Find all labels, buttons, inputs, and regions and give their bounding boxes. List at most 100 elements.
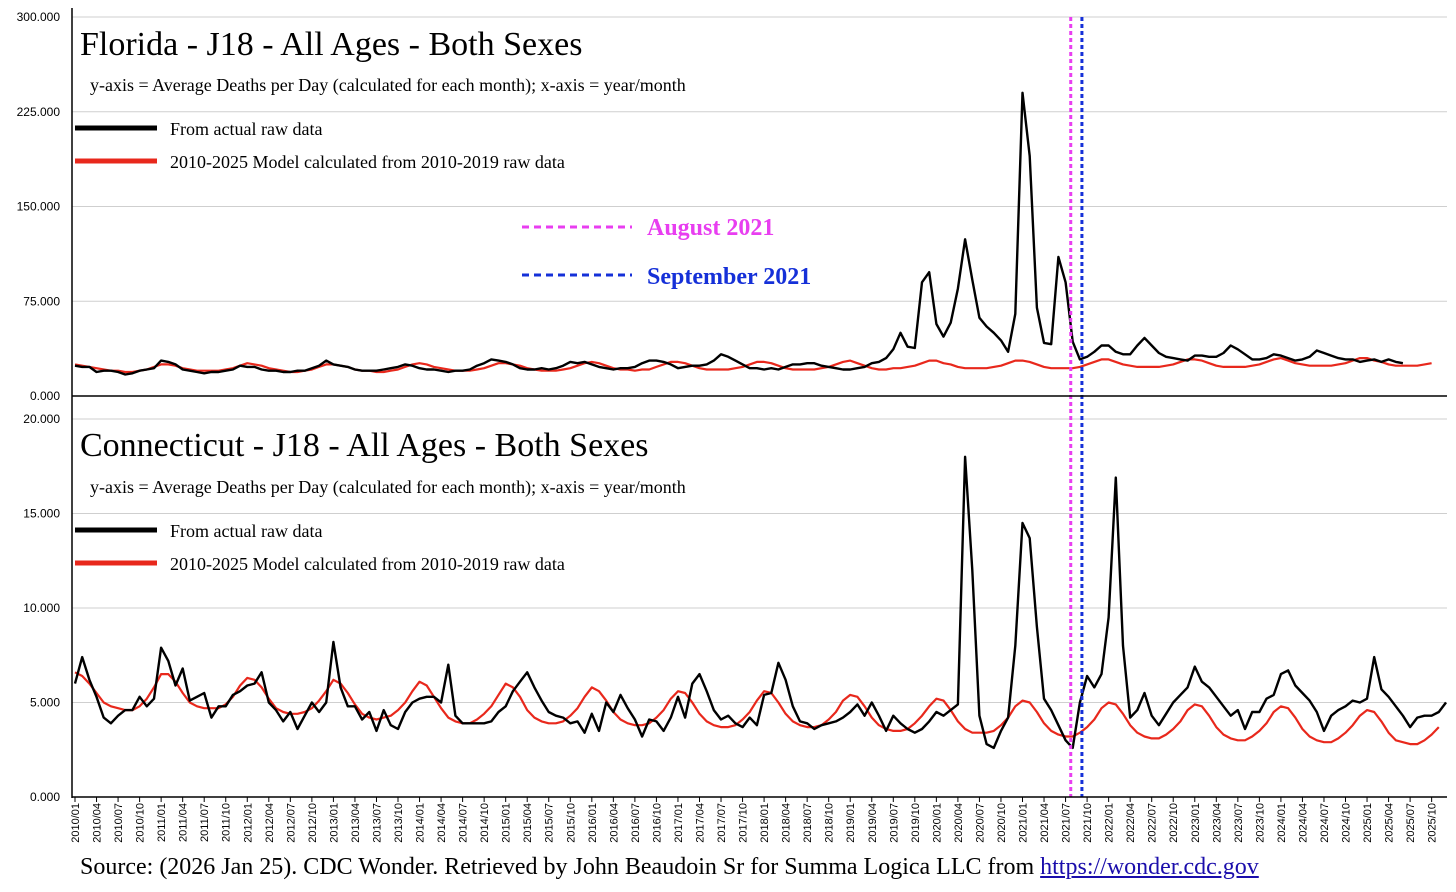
- x-tick-label: 2018/04: [781, 803, 793, 843]
- florida-y-tick-label: 225.000: [17, 105, 61, 119]
- florida-y-tick-label: 300.000: [17, 10, 61, 24]
- x-tick-label: 2013/10: [393, 803, 405, 843]
- x-tick-label: 2015/07: [544, 803, 556, 843]
- x-tick-label: 2016/04: [608, 803, 620, 843]
- x-tick-label: 2025/04: [1384, 803, 1396, 843]
- x-tick-label: 2014/10: [479, 803, 491, 843]
- connecticut-legend-model: 2010-2025 Model calculated from 2010-201…: [170, 554, 565, 574]
- x-tick-label: 2012/01: [242, 803, 254, 843]
- x-tick-label: 2011/07: [199, 803, 211, 842]
- x-tick-label: 2020/07: [974, 803, 986, 843]
- x-tick-label: 2016/01: [587, 803, 599, 843]
- x-tick-label: 2019/04: [867, 803, 879, 843]
- connecticut-y-tick-label: 15.000: [23, 507, 60, 521]
- x-tick-label: 2014/07: [458, 803, 470, 843]
- x-tick-label: 2022/01: [1104, 803, 1116, 843]
- connecticut-y-tick-label: 20.000: [23, 412, 60, 426]
- x-tick-label: 2022/07: [1147, 803, 1159, 843]
- x-tick-label: 2020/10: [996, 803, 1008, 843]
- x-tick-label: 2025/01: [1362, 803, 1374, 843]
- x-tick-label: 2014/04: [436, 803, 448, 843]
- x-tick-label: 2013/01: [328, 803, 340, 843]
- connecticut-series-model: [74, 671, 1440, 746]
- x-tick-label: 2024/10: [1341, 803, 1353, 843]
- connecticut-series: [73, 455, 1447, 750]
- connecticut-y-tick-label: 5.000: [30, 696, 60, 710]
- connecticut-legend-actual: From actual raw data: [170, 521, 322, 541]
- x-tick-label: 2024/07: [1319, 803, 1331, 843]
- x-tick-label: 2018/10: [824, 803, 836, 843]
- source-citation: Source: (2026 Jan 25). CDC Wonder. Retri…: [80, 854, 1259, 881]
- x-tick-label: 2017/07: [716, 803, 728, 843]
- x-tick-label: 2021/07: [1061, 803, 1073, 843]
- x-tick-label: 2016/07: [630, 803, 642, 843]
- x-tick-label: 2015/01: [501, 803, 513, 843]
- florida-y-tick-label: 75.000: [23, 294, 60, 308]
- vertical-date-markers: [1069, 17, 1084, 797]
- florida-y-axis-ticks: 0.000 75.000 150.000 225.000 300.000: [17, 10, 61, 403]
- x-tick-label: 2013/07: [371, 803, 383, 843]
- x-tick-label: 2012/07: [285, 803, 297, 843]
- connecticut-y-tick-label: 10.000: [23, 601, 60, 615]
- x-tick-label: 2020/04: [953, 803, 965, 843]
- x-tick-label: 2023/10: [1254, 803, 1266, 843]
- x-tick-label: 2022/04: [1125, 803, 1137, 843]
- connecticut-panel: 0.000 5.000 10.000 15.000 20.000 Connecticut…: [23, 412, 1447, 843]
- source-text: Source: (2026 Jan 25). CDC Wonder. Retri…: [80, 854, 1041, 880]
- source-link[interactable]: https://wonder.cdc.gov: [1040, 854, 1259, 880]
- florida-subtitle: y-axis = Average Deaths per Day (calcula…: [90, 75, 686, 96]
- connecticut-series-actual: [73, 455, 1447, 750]
- x-tick-label: 2010/07: [113, 803, 125, 843]
- x-tick-label: 2017/04: [694, 803, 706, 843]
- florida-series-model: [74, 357, 1432, 374]
- x-tick-label: 2010/01: [70, 803, 82, 843]
- x-tick-label: 2016/10: [651, 803, 663, 843]
- florida-series-actual: [74, 91, 1404, 376]
- august-2021-key-label: August 2021: [647, 215, 774, 241]
- x-tick-label: 2020/01: [931, 803, 943, 843]
- x-tick-label: 2014/01: [415, 803, 427, 843]
- x-tick-label: 2013/04: [350, 803, 362, 843]
- x-tick-label: 2012/04: [264, 803, 276, 843]
- florida-legend-actual: From actual raw data: [170, 119, 322, 139]
- connecticut-y-axis-ticks: 0.000 5.000 10.000 15.000 20.000: [23, 412, 60, 804]
- x-tick-label: 2017/10: [738, 803, 750, 843]
- x-tick-label: 2011/01: [156, 803, 168, 842]
- connecticut-y-tick-label: 0.000: [30, 790, 60, 804]
- florida-title: Florida - J18 - All Ages - Both Sexes: [80, 26, 582, 63]
- x-tick-label: 2015/04: [522, 803, 534, 843]
- x-tick-label: 2011/04: [178, 803, 190, 842]
- x-tick-label: 2018/01: [759, 803, 771, 843]
- florida-legend-model: 2010-2025 Model calculated from 2010-201…: [170, 152, 565, 172]
- x-tick-label: 2018/07: [802, 803, 814, 843]
- x-tick-label: 2024/01: [1276, 803, 1288, 843]
- x-tick-label: 2021/01: [1017, 803, 1029, 843]
- x-tick-label: 2012/10: [307, 803, 319, 843]
- x-tick-label: 2017/01: [673, 803, 685, 843]
- connecticut-subtitle: y-axis = Average Deaths per Day (calcula…: [90, 477, 686, 498]
- x-tick-label: 2019/10: [910, 803, 922, 843]
- x-tick-label: 2021/04: [1039, 803, 1051, 843]
- x-tick-label: 2021/10: [1082, 803, 1094, 843]
- september-2021-key-label: September 2021: [647, 264, 811, 290]
- x-tick-label: 2025/10: [1427, 803, 1439, 843]
- x-tick-label: 2023/07: [1233, 803, 1245, 843]
- x-tick-label: 2010/04: [92, 803, 104, 843]
- connecticut-title: Connecticut - J18 - All Ages - Both Sexe…: [80, 427, 649, 464]
- x-tick-label: 2011/10: [221, 803, 233, 842]
- x-tick-label: 2019/01: [845, 803, 857, 843]
- x-tick-label: 2022/10: [1168, 803, 1180, 843]
- florida-y-tick-label: 0.000: [30, 389, 60, 403]
- florida-gridlines: [72, 16, 1447, 397]
- x-tick-label: 2023/04: [1211, 803, 1223, 843]
- florida-y-tick-label: 150.000: [17, 200, 61, 214]
- x-tick-label: 2025/07: [1405, 803, 1417, 843]
- x-tick-label: 2024/04: [1297, 803, 1309, 843]
- x-tick-label: 2010/10: [135, 803, 147, 843]
- florida-series: [74, 91, 1432, 376]
- x-tick-label: 2023/01: [1190, 803, 1202, 843]
- x-tick-label: 2015/10: [565, 803, 577, 843]
- florida-panel: 0.000 75.000 150.000 225.000 300.000 Florida…: [17, 10, 1447, 403]
- x-axis-ticks: 2010/01 2010/04 2010/07 2010/10 2011/01 2011/…: [70, 797, 1439, 843]
- chart-canvas: 0.000 75.000 150.000 225.000 300.000 Florida…: [17, 8, 1447, 843]
